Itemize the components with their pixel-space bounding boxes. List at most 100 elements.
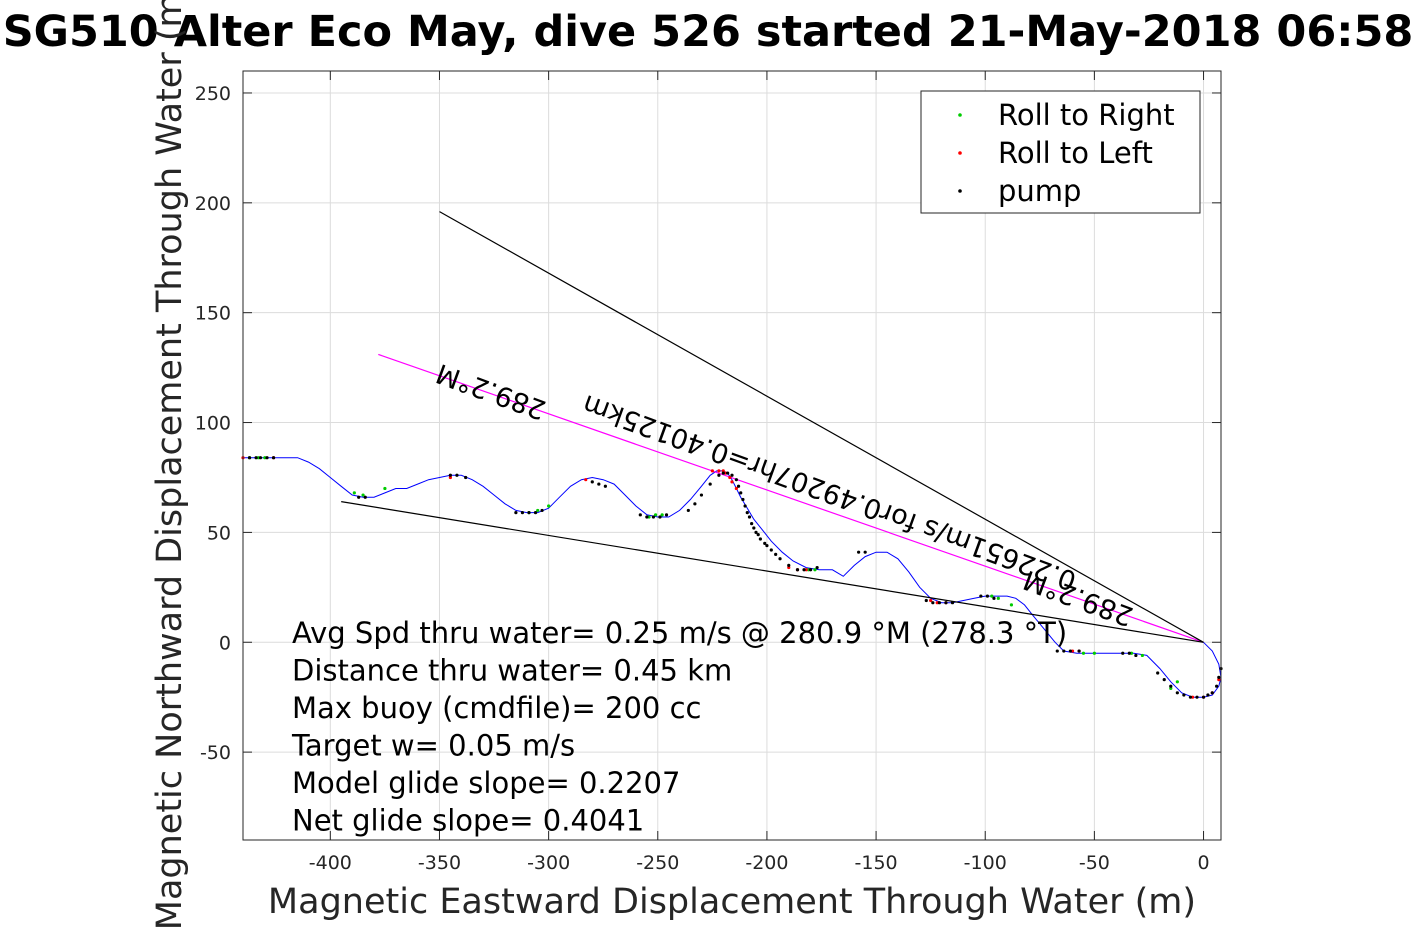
pump-point [1077,649,1081,653]
pump-point [699,493,704,497]
pump-point [1062,649,1066,653]
pump-point [686,508,690,513]
roll-right-point [813,568,817,572]
pump-point [937,601,941,605]
x-tick-label: -200 [745,852,788,874]
pump-point [992,596,996,600]
pump-point [857,550,861,554]
roll-left-point [787,565,791,570]
pump-point [944,601,948,605]
pump-point [597,482,601,486]
pump-point [750,522,754,526]
pump-point [763,541,767,545]
pump-point [1169,684,1173,688]
heading-annotation: 0.22651m/s for0.49207hr=0.40125km [579,388,1081,596]
pump-point [752,526,756,530]
pump-point [1121,651,1125,655]
pump-point [1162,678,1166,682]
roll-left-point [717,469,721,473]
pump-point [1195,695,1199,699]
series-line-2 [439,211,1204,643]
roll-right-point [361,493,365,497]
stats-line: Target w= 0.05 m/s [291,729,575,763]
roll-left-point [734,486,738,491]
pump-point [1127,651,1131,655]
roll-right-point [547,504,551,508]
pump-point [754,530,758,535]
pump-point [765,543,769,548]
stats-line: Avg Spd thru water= 0.25 m/s @ 280.9 °M … [292,616,1067,650]
chart-title: SG510 Alter Eco May, dive 526 started 21… [3,7,1414,57]
pump-point [985,594,990,598]
x-tick-label: -100 [964,852,1007,874]
roll-right-point [653,513,658,517]
pump-point [1217,675,1221,680]
pump-point [651,515,656,519]
pump-point [1055,649,1059,653]
roll-left-point [710,469,714,473]
pump-point [808,568,813,572]
y-tick-label: 200 [195,193,231,215]
pump-point [1068,649,1072,653]
pump-point [758,537,762,541]
pump-point [795,568,800,572]
x-tick-label: -250 [636,852,679,874]
x-axis-label: Magnetic Eastward Displacement Through W… [268,882,1196,922]
pump-point [726,471,730,475]
pump-point [730,473,734,477]
roll-right-point [996,596,1000,600]
roll-right-point [383,486,387,491]
pump-point [603,484,607,488]
pump-point [533,511,538,515]
heading-annotation: 289.2°M [432,357,550,425]
roll-right-point [352,491,356,495]
pump-point [734,478,738,482]
pump-point [664,513,669,517]
pump-point [931,601,935,605]
y-tick-label: 150 [195,303,231,325]
roll-left-point [448,475,452,480]
pump-point [787,563,791,567]
pump-point [448,473,452,477]
roll-left-point [728,475,732,480]
pump-point [455,473,459,477]
pump-point [756,532,760,537]
pump-point [658,515,662,519]
roll-right-point [660,513,664,517]
pump-point [708,482,712,486]
pump-point [1215,684,1219,688]
legend-box [920,90,1201,214]
pump-point [514,511,518,515]
legend-label: Roll to Right [998,98,1175,132]
roll-right-point [1081,651,1086,655]
pump-point [1201,695,1206,699]
x-tick-label: -50 [1079,852,1110,874]
legend-marker [958,151,962,155]
pump-point [1206,693,1210,697]
roll-left-point [1217,678,1221,682]
x-tick-label: -400 [309,852,352,874]
roll-right-point [1009,603,1014,607]
pump-point [721,471,725,475]
y-axis-label: Magnetic Northward Displacement Through … [150,0,190,930]
markers [241,456,1223,699]
legend-label: pump [998,174,1081,208]
pump-point [802,568,806,572]
pump-point [1134,653,1138,658]
y-tick-label: 50 [207,522,231,544]
roll-left-point [584,478,588,482]
pump-point [979,594,983,598]
x-tick-label: 0 [1197,852,1209,874]
legend-marker [958,113,962,117]
pump-point [1156,671,1160,675]
pump-point [769,548,773,552]
y-tick-label: -50 [200,742,231,764]
roll-right-point [1175,680,1179,684]
y-tick-label: 250 [195,83,231,105]
pump-point [693,502,697,506]
roll-right-point [1092,651,1096,655]
pump-point [745,511,749,515]
legend: Roll to Right Roll to Left pump [920,90,1201,214]
roll-left-point [730,480,734,484]
pump-point [590,480,594,484]
